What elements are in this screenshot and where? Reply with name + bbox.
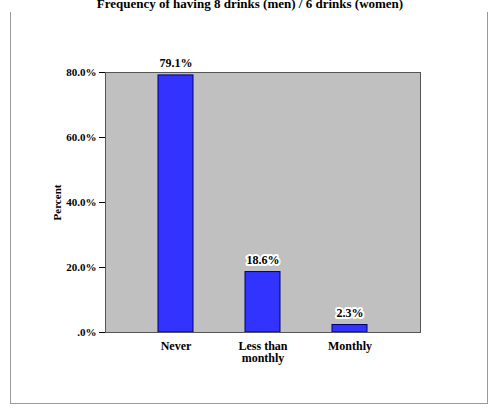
svg-text:79.1%: 79.1%	[160, 56, 193, 70]
svg-text:.0%: .0%	[77, 326, 96, 338]
svg-text:80.0%: 80.0%	[66, 66, 96, 78]
svg-text:18.6%: 18.6%	[247, 253, 280, 267]
svg-text:Monthly: Monthly	[328, 339, 372, 353]
svg-text:20.0%: 20.0%	[66, 261, 96, 273]
svg-text:Less thanmonthly: Less thanmonthly	[238, 339, 287, 365]
svg-text:40.0%: 40.0%	[66, 196, 96, 208]
svg-text:60.0%: 60.0%	[66, 131, 96, 143]
svg-text:2.3%: 2.3%	[337, 306, 364, 320]
svg-text:Percent: Percent	[51, 184, 63, 220]
svg-text:Never: Never	[161, 339, 192, 353]
